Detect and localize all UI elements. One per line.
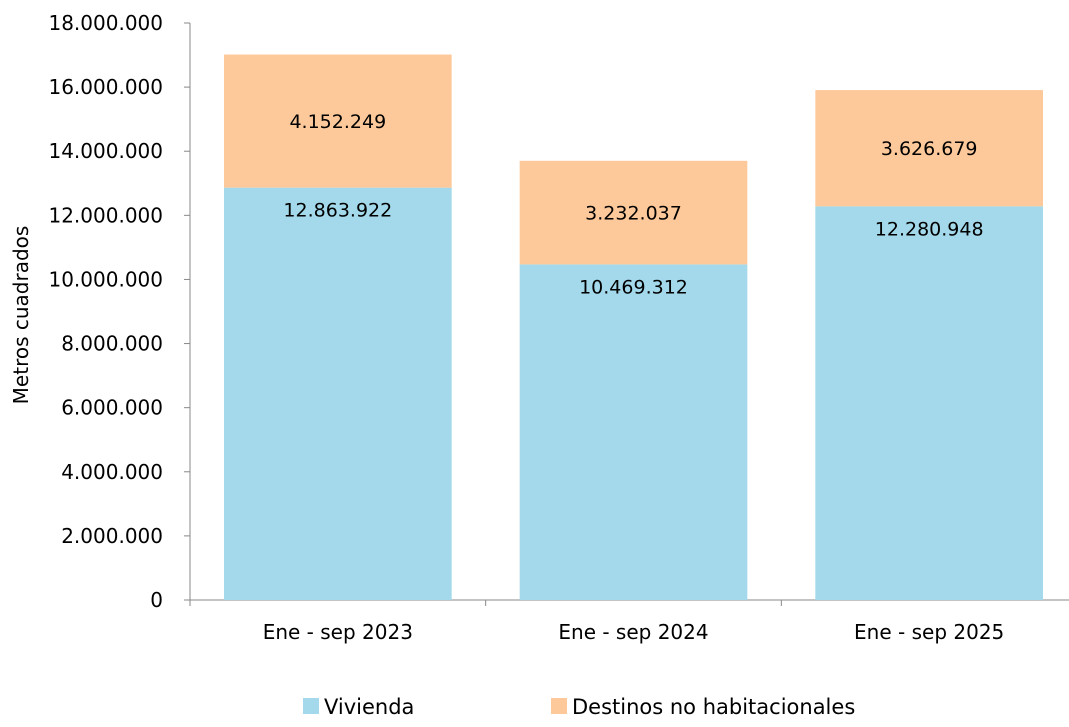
y-tick-label: 8.000.000 bbox=[61, 332, 163, 356]
x-category-label: Ene - sep 2025 bbox=[854, 620, 1004, 644]
legend-swatch bbox=[303, 698, 319, 714]
data-labels: 12.863.922 4.152.249 10.469.312 3.232.037 12… bbox=[283, 111, 983, 298]
data-label-destinos-no-habitacionales-2: 3.232.037 bbox=[585, 203, 682, 225]
data-label-vivienda-3: 12.280.948 bbox=[875, 218, 984, 240]
y-tick-label: 18.000.000 bbox=[48, 11, 163, 35]
legend-item-vivienda: Vivienda bbox=[303, 695, 414, 719]
legend-item-destinos-no-habitacionales: Destinos no habitacionales bbox=[551, 695, 855, 719]
x-category-label: Ene - sep 2024 bbox=[558, 620, 708, 644]
data-label-vivienda-2: 10.469.312 bbox=[579, 276, 688, 298]
y-tick-label: 10.000.000 bbox=[48, 267, 163, 291]
x-category-label: Ene - sep 2023 bbox=[263, 620, 413, 644]
bar-vivienda-1 bbox=[224, 187, 452, 600]
y-tick-label: 16.000.000 bbox=[48, 75, 163, 99]
y-tick-label: 4.000.000 bbox=[61, 460, 163, 484]
legend-swatch bbox=[551, 698, 567, 714]
y-tick-label: 0 bbox=[150, 588, 163, 612]
data-label-destinos-no-habitacionales-1: 4.152.249 bbox=[289, 111, 386, 133]
y-tick-label: 14.000.000 bbox=[48, 139, 163, 163]
data-label-vivienda-1: 12.863.922 bbox=[283, 200, 392, 222]
bar-vivienda-2 bbox=[519, 264, 748, 600]
bars bbox=[224, 54, 1043, 600]
y-tick-label: 6.000.000 bbox=[61, 396, 163, 420]
legend: Vivienda Destinos no habitacionales bbox=[303, 695, 855, 719]
legend-label: Destinos no habitacionales bbox=[572, 695, 855, 719]
bar-destinos-no-habitacionales-3 bbox=[815, 90, 1043, 207]
axes: 0 2.000.000 4.000.000 6.000.000 8.000.000 10.… bbox=[48, 11, 1069, 644]
y-axis-title: Metros cuadrados bbox=[9, 226, 33, 405]
bar-destinos-no-habitacionales-1 bbox=[224, 54, 452, 188]
bar-destinos-no-habitacionales-2 bbox=[519, 160, 748, 265]
bar-vivienda-3 bbox=[815, 206, 1043, 600]
legend-label: Vivienda bbox=[324, 695, 414, 719]
y-tick-label: 12.000.000 bbox=[48, 203, 163, 227]
y-tick-label: 2.000.000 bbox=[61, 524, 163, 548]
data-label-destinos-no-habitacionales-3: 3.626.679 bbox=[881, 138, 978, 160]
